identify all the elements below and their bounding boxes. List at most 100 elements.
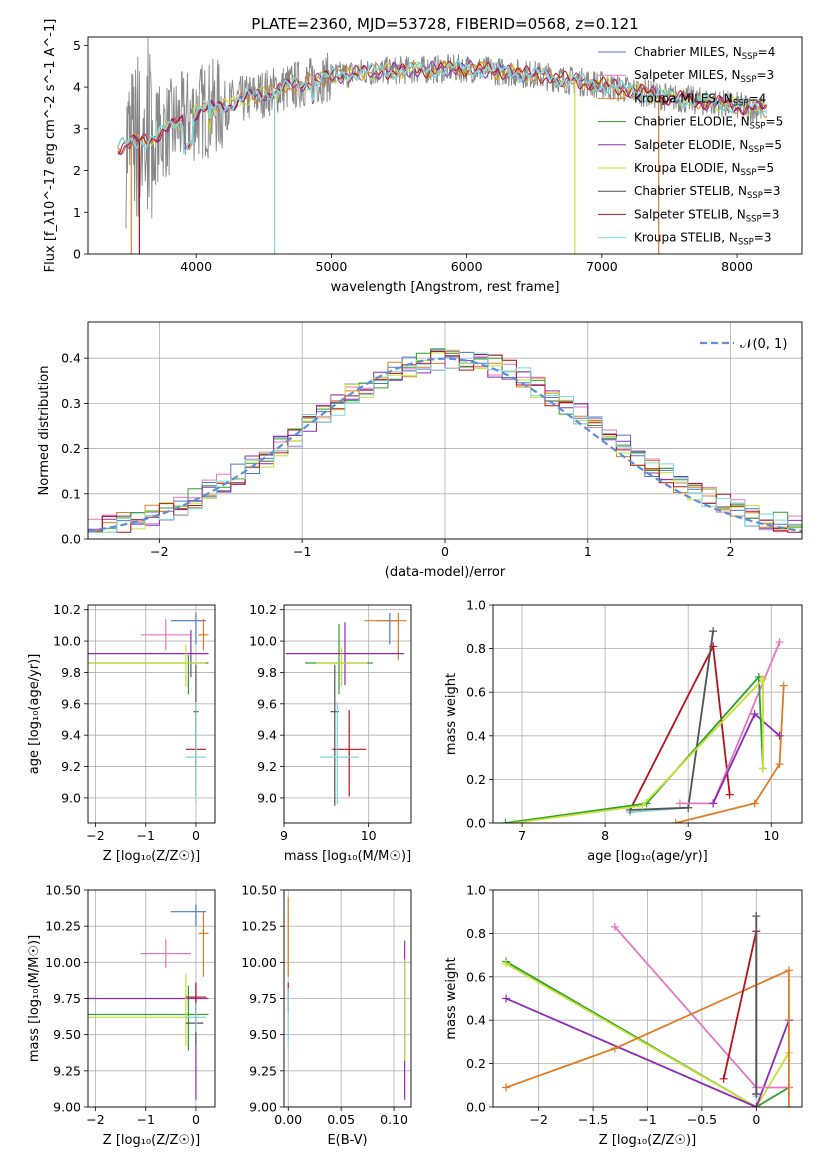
weight_vs_Z-point-marker bbox=[610, 922, 619, 931]
age_vs_mass-ytick-label: 9.8 bbox=[257, 665, 277, 680]
weight_vs_age-point-marker bbox=[638, 801, 647, 810]
normal-curve bbox=[88, 357, 802, 533]
mass_vs_Z-ytick-label: 9.00 bbox=[53, 1100, 81, 1115]
age_vs_Z-axes: −2 −1 0 9.0 9.2 9.4 9.6 9.8 10.0 10.2 Z [log₁₀(Z/Z… bbox=[27, 602, 216, 864]
spectrum-frame bbox=[87, 36, 803, 255]
weight_vs_Z-xtick-label: 0 bbox=[752, 1112, 760, 1127]
residuals-xtick-label: 0 bbox=[441, 544, 449, 559]
weight_vs_age-ytick-label: 0.8 bbox=[466, 641, 486, 656]
weight_vs_age-ytick-label: 1.0 bbox=[466, 598, 486, 613]
weight_vs_age-point-marker bbox=[509, 819, 518, 823]
weight_vs_age-series-line bbox=[629, 643, 731, 811]
weight_vs_age-ytick-label: 0.2 bbox=[466, 772, 486, 787]
weight_vs_age-point-marker bbox=[758, 764, 767, 773]
weight_vs_Z-ytick-label: 0.0 bbox=[466, 1100, 486, 1115]
mass_vs_EBV-ytick-label: 9.75 bbox=[249, 991, 277, 1006]
weight_vs_Z-point-marker bbox=[610, 1044, 619, 1053]
age_vs_Z-ytick-label: 9.2 bbox=[61, 759, 81, 774]
weight_vs_age-point-marker bbox=[725, 790, 734, 799]
weight_vs_Z-ylabel: mass weight bbox=[444, 957, 459, 1039]
mass_vs_Z-ytick-label: 9.75 bbox=[53, 991, 81, 1006]
weight_vs_age-axes: 7 8 9 10 0.0 0.2 0.4 0.6 0.8 1.0 age [log₁₀(age/yr… bbox=[444, 598, 803, 864]
spectrum-plot bbox=[117, 37, 768, 254]
weight_vs_Z-point-marker bbox=[719, 1074, 728, 1083]
spectrum-ytick-label: 2 bbox=[73, 163, 81, 178]
weight_vs_age-series-line bbox=[675, 685, 785, 823]
mass_vs_EBV-xlabel: E(B-V) bbox=[327, 1133, 367, 1148]
residuals-ytick-label: 0.4 bbox=[61, 351, 81, 366]
age_vs_mass-point bbox=[316, 647, 367, 687]
residuals-ytick-label: 0.0 bbox=[61, 532, 81, 547]
residual-histogram-line bbox=[88, 352, 802, 533]
spectrum-axes: 4000 5000 6000 7000 8000 0 1 2 3 4 5 wavelength [An… bbox=[43, 19, 803, 295]
figure-title: PLATE=2360, MJD=53728, FIBERID=0568, z=0… bbox=[251, 15, 638, 33]
age_vs_mass-frame bbox=[283, 604, 412, 824]
spectrum-ytick-label: 4 bbox=[73, 80, 81, 95]
weight_vs_Z-point-marker bbox=[784, 1103, 793, 1107]
spectrum-xtick-label: 6000 bbox=[451, 259, 483, 274]
age_vs_Z-point bbox=[185, 702, 206, 805]
residual-histogram-line bbox=[88, 350, 802, 530]
mass_vs_Z-xtick-label: 0 bbox=[192, 1112, 200, 1127]
age_vs_mass-point bbox=[320, 702, 359, 805]
weight_vs_age-point-marker bbox=[750, 799, 759, 808]
weight_vs_Z-ytick-label: 0.8 bbox=[466, 926, 486, 941]
mass_vs_EBV-frame bbox=[283, 889, 412, 1108]
weight_vs_Z-ytick-label: 1.0 bbox=[466, 883, 486, 898]
weight_vs_Z-plot bbox=[502, 912, 793, 1107]
weight_vs_age-point-marker bbox=[775, 638, 784, 647]
age_vs_mass-xlabel: mass [log₁₀(M/M☉)] bbox=[284, 849, 411, 864]
age_vs_mass-xtick-label: 10 bbox=[361, 828, 377, 843]
weight_vs_age-point-marker bbox=[675, 799, 684, 808]
mass_vs_Z-ytick-label: 10.25 bbox=[45, 919, 81, 934]
mass_vs_Z-point bbox=[185, 1002, 206, 1032]
weight_vs_age-ylabel: mass weight bbox=[444, 673, 459, 755]
weight_vs_Z-point-marker bbox=[752, 1089, 761, 1098]
mass_vs_EBV-plot bbox=[287, 897, 406, 1100]
weight_vs_Z-xtick-label: −1.5 bbox=[578, 1112, 608, 1127]
age_vs_mass-ytick-label: 9.0 bbox=[257, 790, 277, 805]
weight_vs_age-point-marker bbox=[501, 819, 510, 823]
weight_vs_Z-xlabel: Z [log₁₀(Z/Z☉)] bbox=[599, 1133, 696, 1148]
mass_vs_Z-ytick-label: 10.50 bbox=[45, 883, 81, 898]
age_vs_mass-ytick-label: 10.0 bbox=[249, 634, 277, 649]
weight_vs_age-series-line bbox=[513, 676, 764, 823]
weight_vs_age-point-marker bbox=[709, 799, 718, 808]
spectrum-legend: Chabrier MILES, NSSP=4 Salpeter MILES, NS… bbox=[598, 45, 783, 248]
spectrum-xlabel: wavelength [Angstrom, rest frame] bbox=[331, 280, 560, 295]
spectrum-xtick-label: 5000 bbox=[316, 259, 348, 274]
legend-entry: Chabrier STELIB, NSSP=3 bbox=[634, 184, 781, 201]
weight_vs_age-point-marker bbox=[684, 803, 693, 812]
weight_vs_age-point-marker bbox=[775, 760, 784, 769]
age_vs_mass-ytick-label: 9.2 bbox=[257, 759, 277, 774]
weight_vs_Z-series-line bbox=[505, 963, 790, 1107]
weight_vs_Z-ytick-label: 0.4 bbox=[466, 1013, 486, 1028]
weight_vs_age-series-line bbox=[630, 631, 714, 811]
residuals-axes: −2 −1 0 1 2 0.0 0.1 0.2 0.3 0.4 (data-model)/error… bbox=[37, 321, 803, 580]
weight_vs_Z-xtick-label: −2 bbox=[529, 1112, 547, 1127]
mass_vs_Z-xtick-label: −1 bbox=[137, 1112, 155, 1127]
age_vs_mass-ytick-label: 10.2 bbox=[249, 602, 277, 617]
weight_vs_Z-xtick-label: −0.5 bbox=[687, 1112, 717, 1127]
weight_vs_Z-series-line bbox=[505, 997, 790, 1107]
age_vs_mass-point bbox=[364, 612, 407, 660]
legend-entry: Chabrier MILES, NSSP=4 bbox=[634, 45, 775, 62]
residuals-xlabel: (data-model)/error bbox=[385, 565, 506, 580]
weight_vs_age-xtick-label: 10 bbox=[763, 828, 779, 843]
mass_vs_Z-ylabel: mass [log₁₀(M/M☉)] bbox=[27, 935, 42, 1062]
weight_vs_age-xtick-label: 7 bbox=[518, 828, 526, 843]
mass_vs_Z-ytick-label: 9.50 bbox=[53, 1027, 81, 1042]
age_vs_Z-point bbox=[140, 619, 191, 651]
residuals-xtick-label: −2 bbox=[150, 544, 168, 559]
mass_vs_EBV-ytick-label: 9.25 bbox=[249, 1063, 277, 1078]
legend-entry: Kroupa ELODIE, NSSP=5 bbox=[634, 161, 774, 178]
age_vs_Z-xtick-label: 0 bbox=[192, 828, 200, 843]
spectrum-ytick-label: 1 bbox=[73, 205, 81, 220]
weight_vs_Z-point-marker bbox=[784, 966, 793, 975]
residuals-xtick-label: 2 bbox=[727, 544, 735, 559]
mass_vs_Z-point bbox=[198, 911, 209, 977]
residuals-xtick-label: 1 bbox=[584, 544, 592, 559]
age_vs_mass-point bbox=[305, 623, 373, 695]
age_vs_Z-xlabel: Z [log₁₀(Z/Z☉)] bbox=[103, 849, 200, 864]
